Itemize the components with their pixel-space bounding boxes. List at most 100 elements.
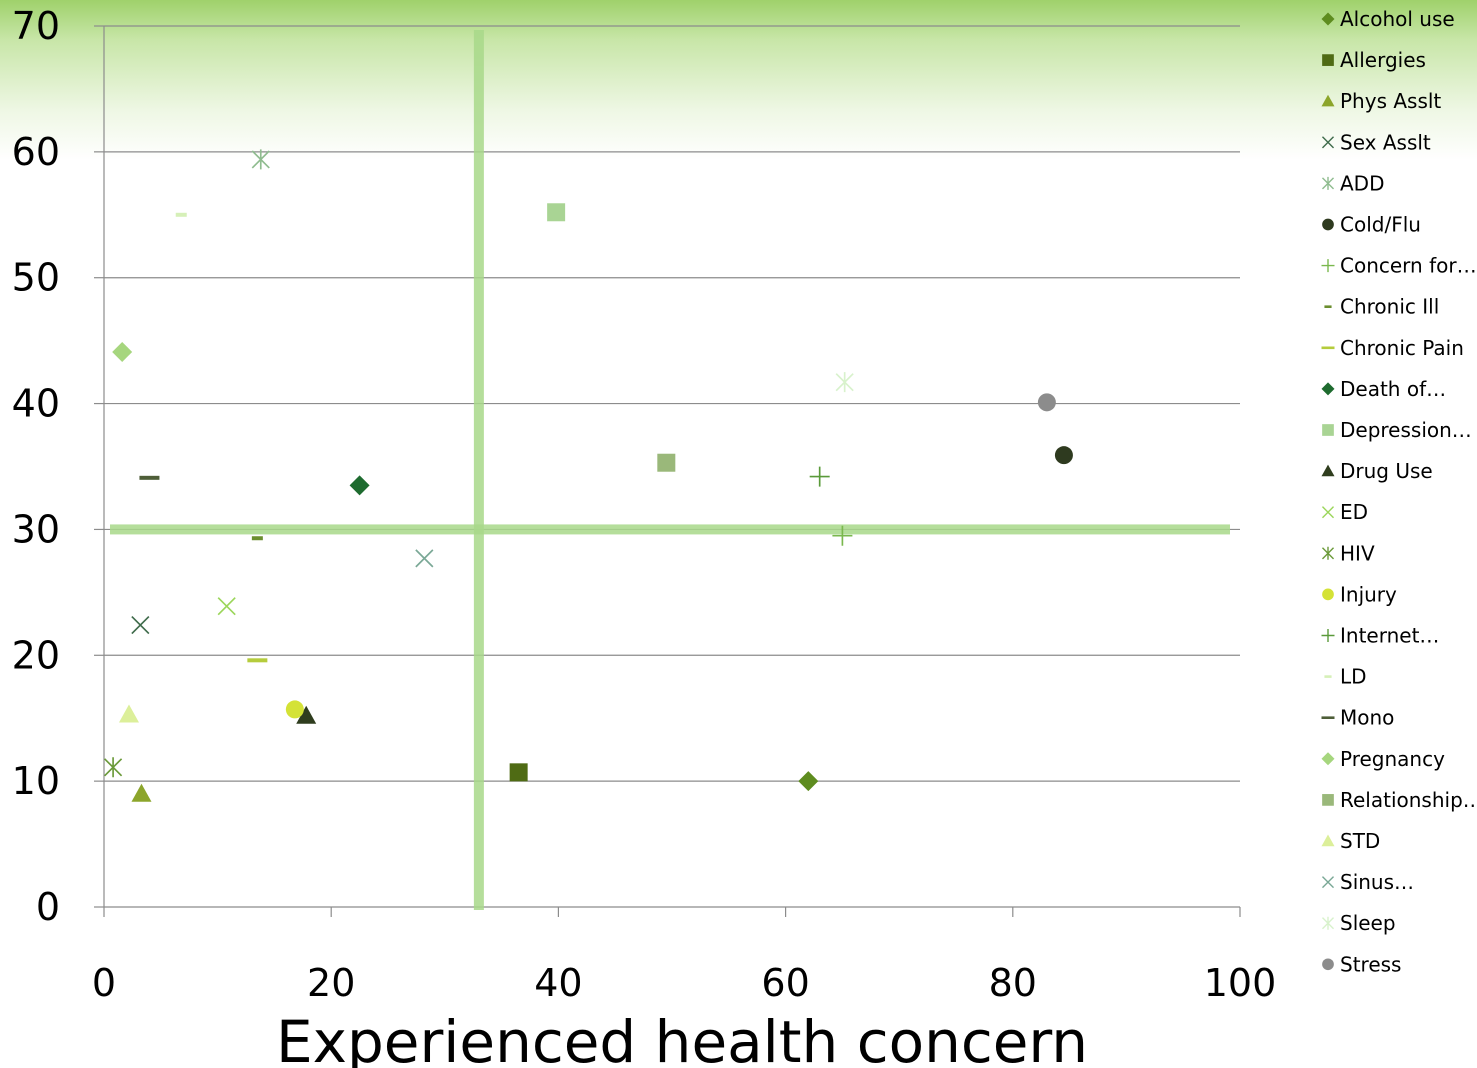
reference-lines xyxy=(110,30,1230,910)
legend-marker xyxy=(1322,218,1334,231)
axes: 0 10 20 30 40 50 60 70 0 20 40 60 80 100 xyxy=(12,4,1277,1005)
marker-shape xyxy=(112,341,133,362)
legend-item: Injury xyxy=(1322,582,1397,606)
marker-shape xyxy=(1321,176,1335,190)
data-point xyxy=(835,372,854,393)
legend-marker xyxy=(1321,382,1335,396)
legend-item: Cold/Flu xyxy=(1322,213,1421,237)
legend-label: HIV xyxy=(1340,541,1375,565)
legend-item: Drug Use xyxy=(1321,459,1433,483)
marker-shape xyxy=(296,705,317,724)
legend-label: Sinus… xyxy=(1340,870,1414,894)
data-point xyxy=(1054,446,1073,465)
marker-shape xyxy=(1322,588,1334,601)
legend-label: Sex Asslt xyxy=(1340,130,1431,154)
legend-marker xyxy=(1321,916,1335,930)
legend-item: Relationship… xyxy=(1322,788,1477,812)
marker-shape xyxy=(657,453,676,472)
legend-marker xyxy=(1322,794,1334,806)
data-point xyxy=(415,549,434,568)
legend-marker xyxy=(1321,12,1335,26)
legend-label: Drug Use xyxy=(1340,459,1433,483)
legend-label: Depression… xyxy=(1340,418,1472,442)
data-point xyxy=(251,149,270,170)
marker-shape xyxy=(1321,12,1335,26)
data-point xyxy=(112,341,133,362)
legend-label: Relationship… xyxy=(1340,788,1477,812)
marker-shape xyxy=(175,212,187,217)
legend-marker xyxy=(1322,54,1334,66)
legend: Alcohol use Allergies Phys Asslt Sex Asslt A… xyxy=(1321,7,1477,976)
marker-shape xyxy=(1322,958,1334,971)
y-tick-label: 70 xyxy=(12,4,60,48)
legend-marker xyxy=(1321,876,1335,889)
marker-shape xyxy=(217,597,236,616)
marker-shape xyxy=(1322,54,1334,66)
y-tick-label: 20 xyxy=(12,633,60,677)
legend-item: Stress xyxy=(1322,952,1401,976)
x-tick-label: 40 xyxy=(534,961,582,1005)
marker-shape xyxy=(1324,675,1332,678)
marker-shape xyxy=(1322,218,1334,231)
data-point xyxy=(285,700,304,719)
legend-marker xyxy=(1321,629,1335,642)
marker-shape xyxy=(415,549,434,568)
y-tick-label: 10 xyxy=(12,759,60,803)
marker-shape xyxy=(1321,382,1335,396)
data-point xyxy=(131,615,150,635)
legend-marker xyxy=(1322,424,1334,436)
marker-shape xyxy=(1321,136,1335,149)
marker-shape xyxy=(1321,876,1335,889)
data-point xyxy=(1037,393,1056,412)
legend-item: LD xyxy=(1324,665,1367,689)
legend-item: Allergies xyxy=(1322,48,1426,72)
legend-marker xyxy=(1321,752,1335,766)
legend-marker xyxy=(1321,176,1335,190)
marker-shape xyxy=(131,783,152,802)
legend-item: Alcohol use xyxy=(1321,7,1455,31)
marker-shape xyxy=(547,203,566,222)
y-tick-label: 40 xyxy=(12,382,60,426)
data-point xyxy=(175,212,187,217)
legend-item: Concern for… xyxy=(1321,254,1477,278)
legend-item: Death of… xyxy=(1321,377,1446,401)
legend-item: Pregnancy xyxy=(1321,747,1445,771)
legend-label: Death of… xyxy=(1340,377,1446,401)
data-point xyxy=(217,597,236,616)
marker-shape xyxy=(118,704,139,723)
marker-shape xyxy=(1321,916,1335,930)
marker-shape xyxy=(1321,259,1335,273)
legend-item: ED xyxy=(1321,500,1368,524)
data-points xyxy=(103,149,1073,802)
data-point xyxy=(251,536,263,541)
data-point xyxy=(657,453,676,472)
marker-shape xyxy=(1321,506,1335,519)
marker-shape xyxy=(1054,446,1073,465)
data-point xyxy=(809,466,830,487)
legend-label: Allergies xyxy=(1340,48,1426,72)
legend-item: Phys Asslt xyxy=(1321,89,1441,113)
legend-item: Sleep xyxy=(1321,911,1396,935)
x-axis-title: Experienced health concern xyxy=(276,1008,1088,1068)
marker-shape xyxy=(1321,546,1335,560)
legend-marker xyxy=(1321,464,1335,477)
legend-item: Sinus… xyxy=(1321,870,1414,894)
legend-item: STD xyxy=(1321,829,1380,853)
legend-marker xyxy=(1321,259,1335,273)
legend-marker xyxy=(1321,136,1335,149)
x-tick-label: 60 xyxy=(761,961,809,1005)
marker-shape xyxy=(1322,794,1334,806)
legend-label: Chronic Ill xyxy=(1340,295,1439,319)
y-tick-label: 30 xyxy=(12,507,60,551)
x-tick-label: 80 xyxy=(989,961,1037,1005)
marker-shape xyxy=(1321,752,1335,766)
marker-shape xyxy=(1321,94,1335,107)
legend-marker xyxy=(1322,588,1334,601)
legend-marker xyxy=(1324,305,1332,308)
data-point xyxy=(247,658,268,663)
data-point xyxy=(509,763,528,782)
marker-shape xyxy=(1321,716,1335,719)
legend-marker xyxy=(1324,675,1332,678)
y-tick-label: 50 xyxy=(12,256,60,300)
